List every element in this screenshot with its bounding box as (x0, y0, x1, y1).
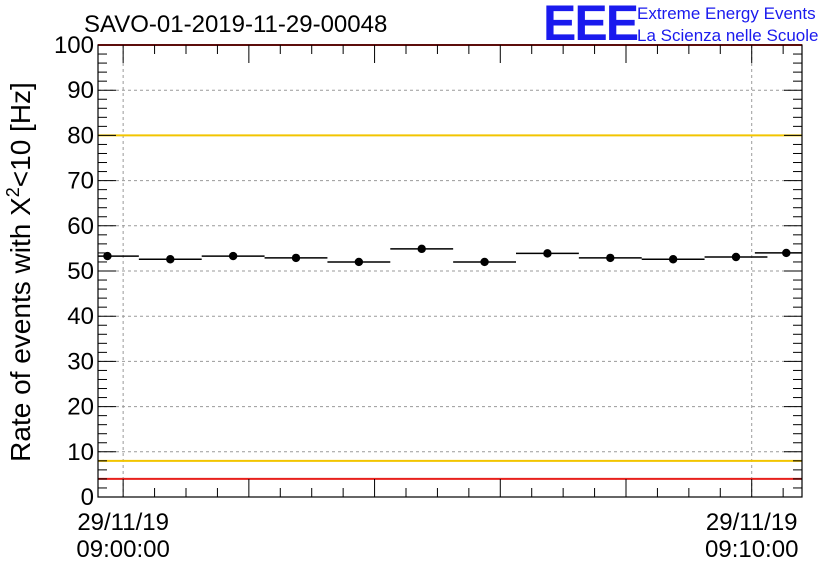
data-point-6 (480, 257, 489, 267)
x-tick-date-0: 29/11/19 (77, 509, 169, 536)
x-tick-time-1: 09:10:00 (705, 536, 798, 563)
y-tick-label-80: 80 (67, 122, 94, 149)
chart-title: SAVO-01-2019-11-29-00048 (84, 11, 387, 38)
data-point-0 (103, 251, 112, 261)
y-tick-label-40: 40 (67, 303, 94, 330)
data-series (98, 244, 802, 267)
y-tick-label-60: 60 (67, 213, 94, 240)
grid (98, 45, 802, 497)
data-point-8 (606, 253, 615, 263)
axis-ticks (98, 44, 802, 498)
eee-logo: EEE Extreme Energy Events La Scienza nel… (543, 0, 818, 51)
logo-line-1: Extreme Energy Events (637, 4, 816, 23)
data-point-11 (782, 248, 791, 258)
plot-frame-rect (97, 44, 803, 498)
y-tick-label-50: 50 (67, 258, 94, 285)
data-point-7 (543, 249, 552, 258)
y-tick-labels: 0 10 20 30 40 50 60 70 80 90 100 (54, 32, 94, 511)
data-point-4 (354, 257, 364, 267)
y-tick-label-10: 10 (67, 439, 94, 466)
logo-mark: EEE (543, 0, 638, 51)
y-tick-label-0: 0 (81, 484, 94, 511)
reference-lines (98, 44, 802, 480)
x-tick-date-1: 29/11/19 (706, 509, 798, 536)
data-point-1 (166, 255, 175, 264)
y-tick-label-30: 30 (67, 348, 94, 375)
y-tick-label-20: 20 (67, 394, 94, 421)
data-point-9 (668, 255, 678, 264)
logo-line-2: La Scienza nelle Scuole (637, 26, 818, 45)
y-tick-label-90: 90 (67, 77, 94, 104)
y-tick-label-100: 100 (54, 32, 94, 59)
data-point-10 (731, 252, 741, 262)
x-tick-time-0: 09:00:00 (76, 536, 169, 563)
plot-frame (97, 44, 803, 498)
y-axis-label: Rate of events with X2<10 [Hz] (3, 82, 36, 462)
data-point-5 (417, 244, 426, 254)
data-point-2 (228, 251, 238, 261)
y-tick-label-70: 70 (67, 168, 94, 195)
data-point-3 (291, 253, 301, 263)
